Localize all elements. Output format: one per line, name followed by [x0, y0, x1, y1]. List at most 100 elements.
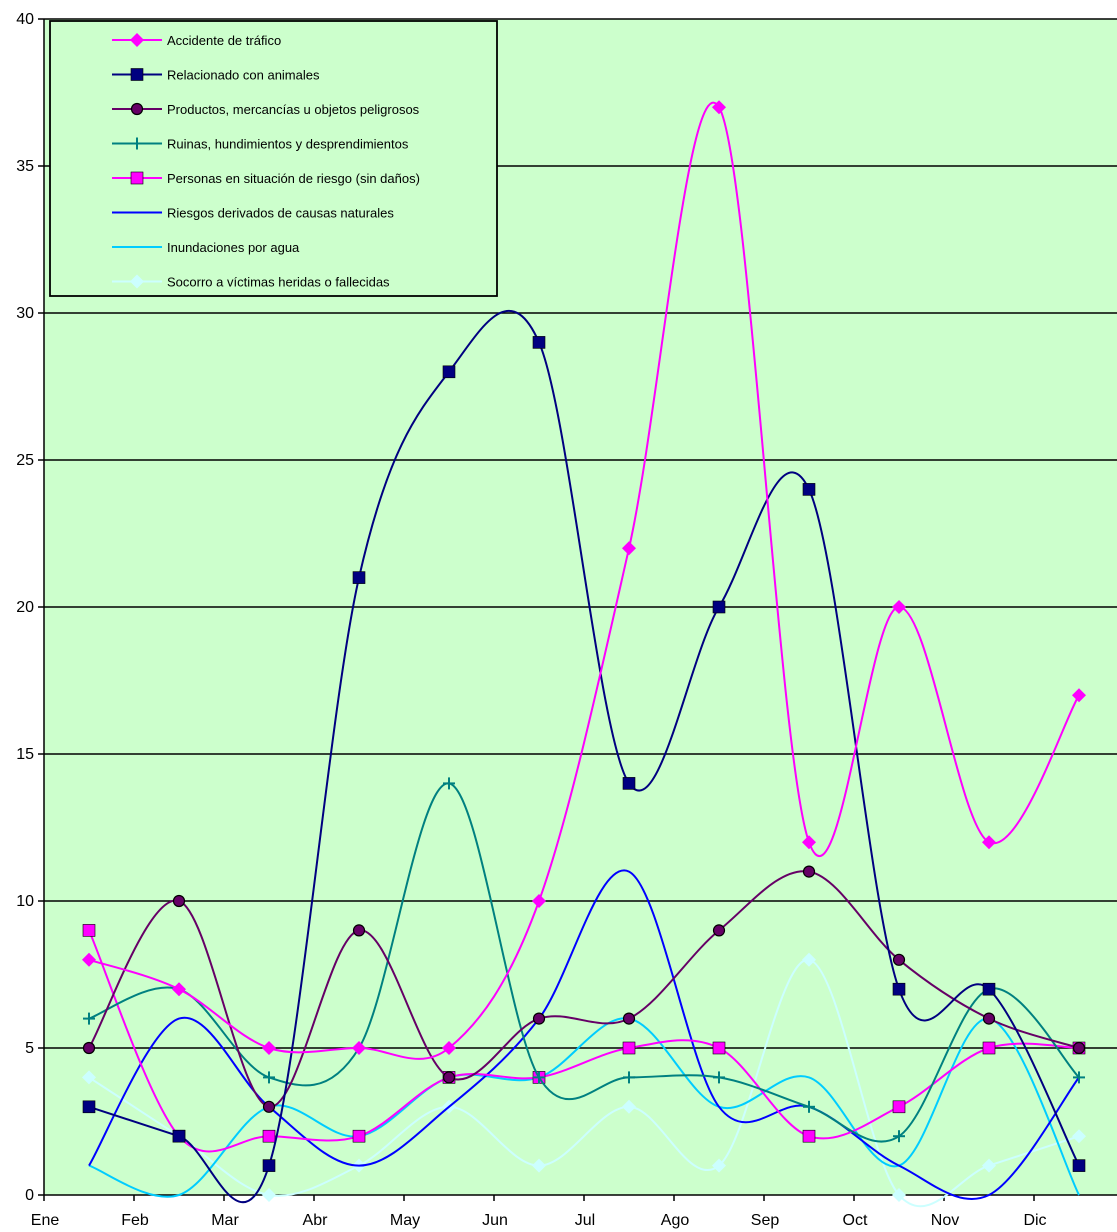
data-point [982, 982, 996, 996]
data-point [712, 100, 726, 115]
y-tick-label: 10 [16, 893, 34, 910]
data-point [352, 1129, 366, 1143]
x-tick-label: Feb [121, 1212, 149, 1229]
data-point [442, 1041, 456, 1055]
legend-item-1: Accidente de tráfico [112, 33, 281, 48]
legend: Accidente de tráfico Relacionado con anim… [49, 20, 498, 297]
data-point [82, 924, 96, 937]
data-point [262, 1188, 276, 1202]
data-point [1072, 1041, 1086, 1055]
data-point [262, 1129, 276, 1143]
x-tick-label: Jun [482, 1212, 508, 1229]
data-point [442, 365, 456, 379]
legend-item-5: Personas en situación de riesgo (sin dañ… [112, 171, 420, 186]
data-point [352, 924, 366, 937]
legend-swatch-marker [130, 171, 144, 185]
data-point [532, 894, 546, 908]
series-3 [82, 865, 1086, 1113]
series-line [88, 869, 1080, 1200]
y-tick-label: 30 [16, 305, 34, 322]
legend-item-2: Relacionado con animales [112, 68, 320, 83]
x-tick-label: Dic [1023, 1212, 1046, 1229]
data-point [262, 1100, 276, 1113]
data-point [532, 336, 546, 349]
data-point [172, 1129, 186, 1143]
x-tick-label: Sep [751, 1212, 780, 1229]
data-point [263, 1071, 275, 1084]
x-tick-label: Mar [211, 1212, 239, 1229]
tick-labels: 0 5 10 15 20 25 30 35 40 Ene Feb Mar Abr May Jun Jul Ago… [16, 11, 1046, 1229]
series-group [82, 100, 1086, 1208]
data-point [892, 953, 906, 966]
data-point [892, 600, 906, 614]
data-point [713, 1071, 725, 1084]
legend-swatch-marker [131, 137, 143, 150]
data-point [982, 1158, 996, 1173]
data-point [892, 982, 906, 996]
data-point [802, 1129, 816, 1143]
data-point [533, 1071, 545, 1084]
x-tick-label: Ago [661, 1212, 690, 1229]
series-1 [82, 100, 1086, 1060]
legend-box [49, 20, 498, 297]
legend-swatch-marker [130, 68, 144, 81]
data-point [262, 1159, 276, 1172]
series-6 [88, 869, 1080, 1200]
x-tick-label: May [390, 1212, 420, 1229]
legend-label: Inundaciones por agua [167, 240, 300, 255]
series-line [88, 870, 1080, 1108]
legend-swatch-marker [130, 102, 144, 116]
legend-label: Ruinas, hundimientos y desprendimientos [167, 137, 409, 152]
legend-swatch-marker [130, 33, 144, 47]
legend-label: Accidente de tráfico [167, 33, 281, 48]
data-point [712, 1041, 726, 1055]
data-point [622, 1099, 636, 1114]
legend-item-4: Ruinas, hundimientos y desprendimientos [112, 137, 409, 152]
x-tick-label: Jul [575, 1212, 595, 1229]
data-point [532, 1012, 546, 1025]
data-point [892, 1100, 906, 1114]
data-point [982, 1012, 996, 1025]
data-point [982, 835, 996, 850]
y-tick-label: 0 [25, 1187, 34, 1204]
data-point [82, 1070, 96, 1085]
data-point [712, 924, 726, 937]
y-tick-label: 40 [16, 11, 34, 28]
data-point [443, 777, 455, 790]
x-tick-label: Oct [843, 1212, 868, 1229]
legend-label: Socorro a víctimas heridas o fallecidas [167, 275, 390, 290]
data-point [172, 894, 186, 908]
legend-swatch-marker [130, 274, 144, 289]
data-point [622, 1041, 636, 1055]
data-point [1072, 1159, 1086, 1172]
legend-label: Personas en situación de riesgo (sin dañ… [167, 171, 420, 186]
data-point [1073, 1071, 1085, 1084]
series-2 [82, 309, 1086, 1204]
data-point [82, 1041, 96, 1055]
data-point [712, 1158, 726, 1173]
legend-item-6: Riesgos derivados de causas naturales [112, 206, 394, 221]
data-point [802, 952, 816, 967]
legend-item-3: Productos, mercancías u objetos peligros… [112, 102, 420, 117]
axes [38, 18, 1117, 1201]
data-point [802, 483, 816, 496]
data-point [1072, 1129, 1086, 1144]
legend-label: Riesgos derivados de causas naturales [167, 206, 394, 221]
y-tick-label: 5 [25, 1040, 34, 1057]
x-tick-label: Ene [31, 1212, 60, 1229]
legend-item-7: Inundaciones por agua [112, 240, 300, 255]
data-point [82, 1100, 96, 1114]
y-tick-label: 35 [16, 158, 34, 175]
data-point [623, 1071, 635, 1084]
y-tick-label: 25 [16, 452, 34, 469]
y-tick-label: 20 [16, 599, 34, 616]
data-point [622, 1012, 636, 1025]
data-point [802, 835, 816, 850]
legend-label: Productos, mercancías u objetos peligros… [167, 102, 420, 117]
data-point [982, 1041, 996, 1055]
x-tick-label: Nov [931, 1212, 959, 1229]
data-point [352, 1041, 366, 1055]
data-point [172, 982, 186, 997]
legend-item-8: Socorro a víctimas heridas o fallecidas [112, 274, 390, 290]
